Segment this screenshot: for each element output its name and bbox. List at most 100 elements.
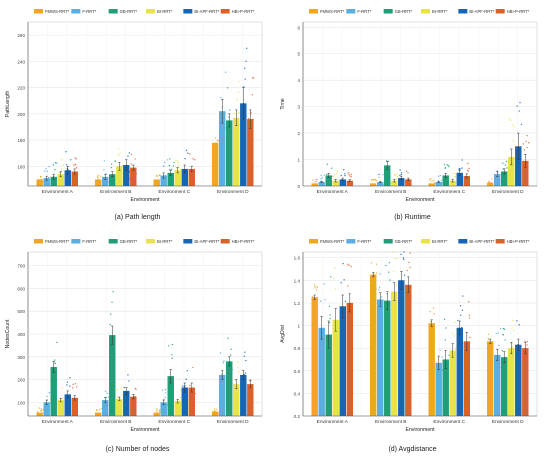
legend-swatch	[71, 239, 81, 244]
y-tick-label: 300	[17, 355, 25, 360]
jitter-dot	[59, 405, 61, 407]
jitter-dot	[110, 181, 113, 184]
jitter-dot	[511, 342, 513, 345]
jitter-dot	[229, 109, 231, 111]
jitter-dot	[189, 394, 192, 397]
jitter-dot	[453, 335, 456, 337]
jitter-dot	[319, 349, 321, 351]
jitter-dot	[388, 261, 390, 264]
bar	[456, 327, 463, 416]
jitter-dot	[73, 164, 75, 166]
jitter-dot	[192, 158, 194, 160]
bar	[428, 183, 435, 186]
jitter-dot	[499, 367, 501, 369]
jitter-dot	[467, 357, 469, 359]
jitter-dot	[405, 182, 408, 184]
bar	[109, 174, 116, 186]
legend-swatch	[146, 239, 155, 244]
jitter-dot	[185, 378, 187, 380]
jitter-dot	[375, 179, 377, 182]
jitter-dot	[45, 167, 47, 170]
bar	[369, 274, 377, 416]
jitter-dot	[213, 413, 216, 415]
jitter-dot	[186, 177, 188, 179]
jitter-dot	[52, 164, 55, 166]
jitter-dot	[110, 313, 112, 315]
jitter-dot	[525, 351, 528, 353]
legend-label: F-RRT*	[357, 239, 371, 244]
jitter-dot	[114, 160, 116, 162]
jitter-dot	[350, 173, 353, 176]
jitter-dot	[99, 180, 102, 182]
jitter-dot	[441, 369, 443, 371]
jitter-dot	[66, 381, 69, 383]
jitter-dot	[393, 174, 396, 176]
jitter-dot	[407, 172, 409, 174]
jitter-dot	[128, 152, 131, 154]
jitter-dot	[519, 349, 522, 351]
jitter-dot	[323, 283, 325, 285]
jitter-dot	[173, 161, 175, 164]
jitter-dot	[428, 179, 431, 181]
bar	[219, 111, 226, 186]
y-tick-label: 1.2	[294, 301, 301, 306]
bar	[449, 350, 456, 416]
jitter-dot	[237, 91, 240, 94]
jitter-dot	[452, 172, 454, 174]
jitter-dot	[374, 178, 377, 181]
jitter-dot	[460, 175, 462, 177]
y-axis-label: Time	[280, 98, 286, 109]
y-tick-label: 5	[297, 52, 300, 57]
jitter-dot	[459, 305, 462, 307]
jitter-dot	[350, 265, 352, 268]
jitter-dot	[447, 366, 450, 369]
jitter-dot	[47, 176, 50, 179]
bar	[522, 160, 529, 186]
jitter-dot	[156, 408, 158, 410]
jitter-dot	[75, 158, 77, 160]
bar	[116, 166, 123, 186]
jitter-dot	[378, 173, 381, 176]
jitter-dot	[505, 160, 508, 163]
legend-label: GB-RRT*	[395, 9, 413, 14]
jitter-dot	[344, 331, 347, 333]
jitter-dot	[164, 161, 166, 164]
bar	[240, 103, 247, 186]
jitter-dot	[327, 361, 330, 363]
legend-swatch	[421, 9, 430, 14]
bar	[515, 344, 522, 416]
jitter-dot	[527, 358, 529, 360]
jitter-dot	[385, 264, 387, 267]
jitter-dot	[515, 149, 518, 152]
bar	[332, 319, 339, 416]
jitter-dot	[110, 166, 113, 169]
jitter-dot	[312, 296, 314, 298]
jitter-dot	[184, 397, 186, 400]
bar	[247, 119, 254, 186]
jitter-dot	[408, 261, 410, 264]
bar	[508, 348, 515, 416]
legend-label: HBI-P-RRT*	[507, 9, 530, 14]
jitter-dot	[410, 184, 412, 186]
jitter-dot	[513, 126, 515, 128]
jitter-dot	[443, 163, 446, 166]
jitter-dot	[171, 391, 173, 394]
jitter-dot	[238, 123, 241, 126]
bar	[377, 299, 384, 416]
jitter-dot	[378, 286, 381, 289]
jitter-dot	[321, 177, 323, 179]
jitter-dot	[169, 158, 171, 160]
jitter-dot	[127, 392, 129, 394]
x-tick-label: Environment D	[492, 419, 524, 425]
jitter-dot	[429, 321, 432, 323]
jitter-dot	[377, 304, 380, 307]
jitter-dot	[226, 128, 229, 131]
jitter-dot	[330, 167, 333, 169]
jitter-dot	[214, 142, 217, 145]
bar	[102, 400, 109, 416]
jitter-dot	[235, 390, 238, 393]
x-axis-label: Environment	[130, 427, 160, 433]
bar	[181, 387, 188, 416]
jitter-dot	[399, 169, 401, 171]
jitter-dot	[96, 409, 98, 412]
